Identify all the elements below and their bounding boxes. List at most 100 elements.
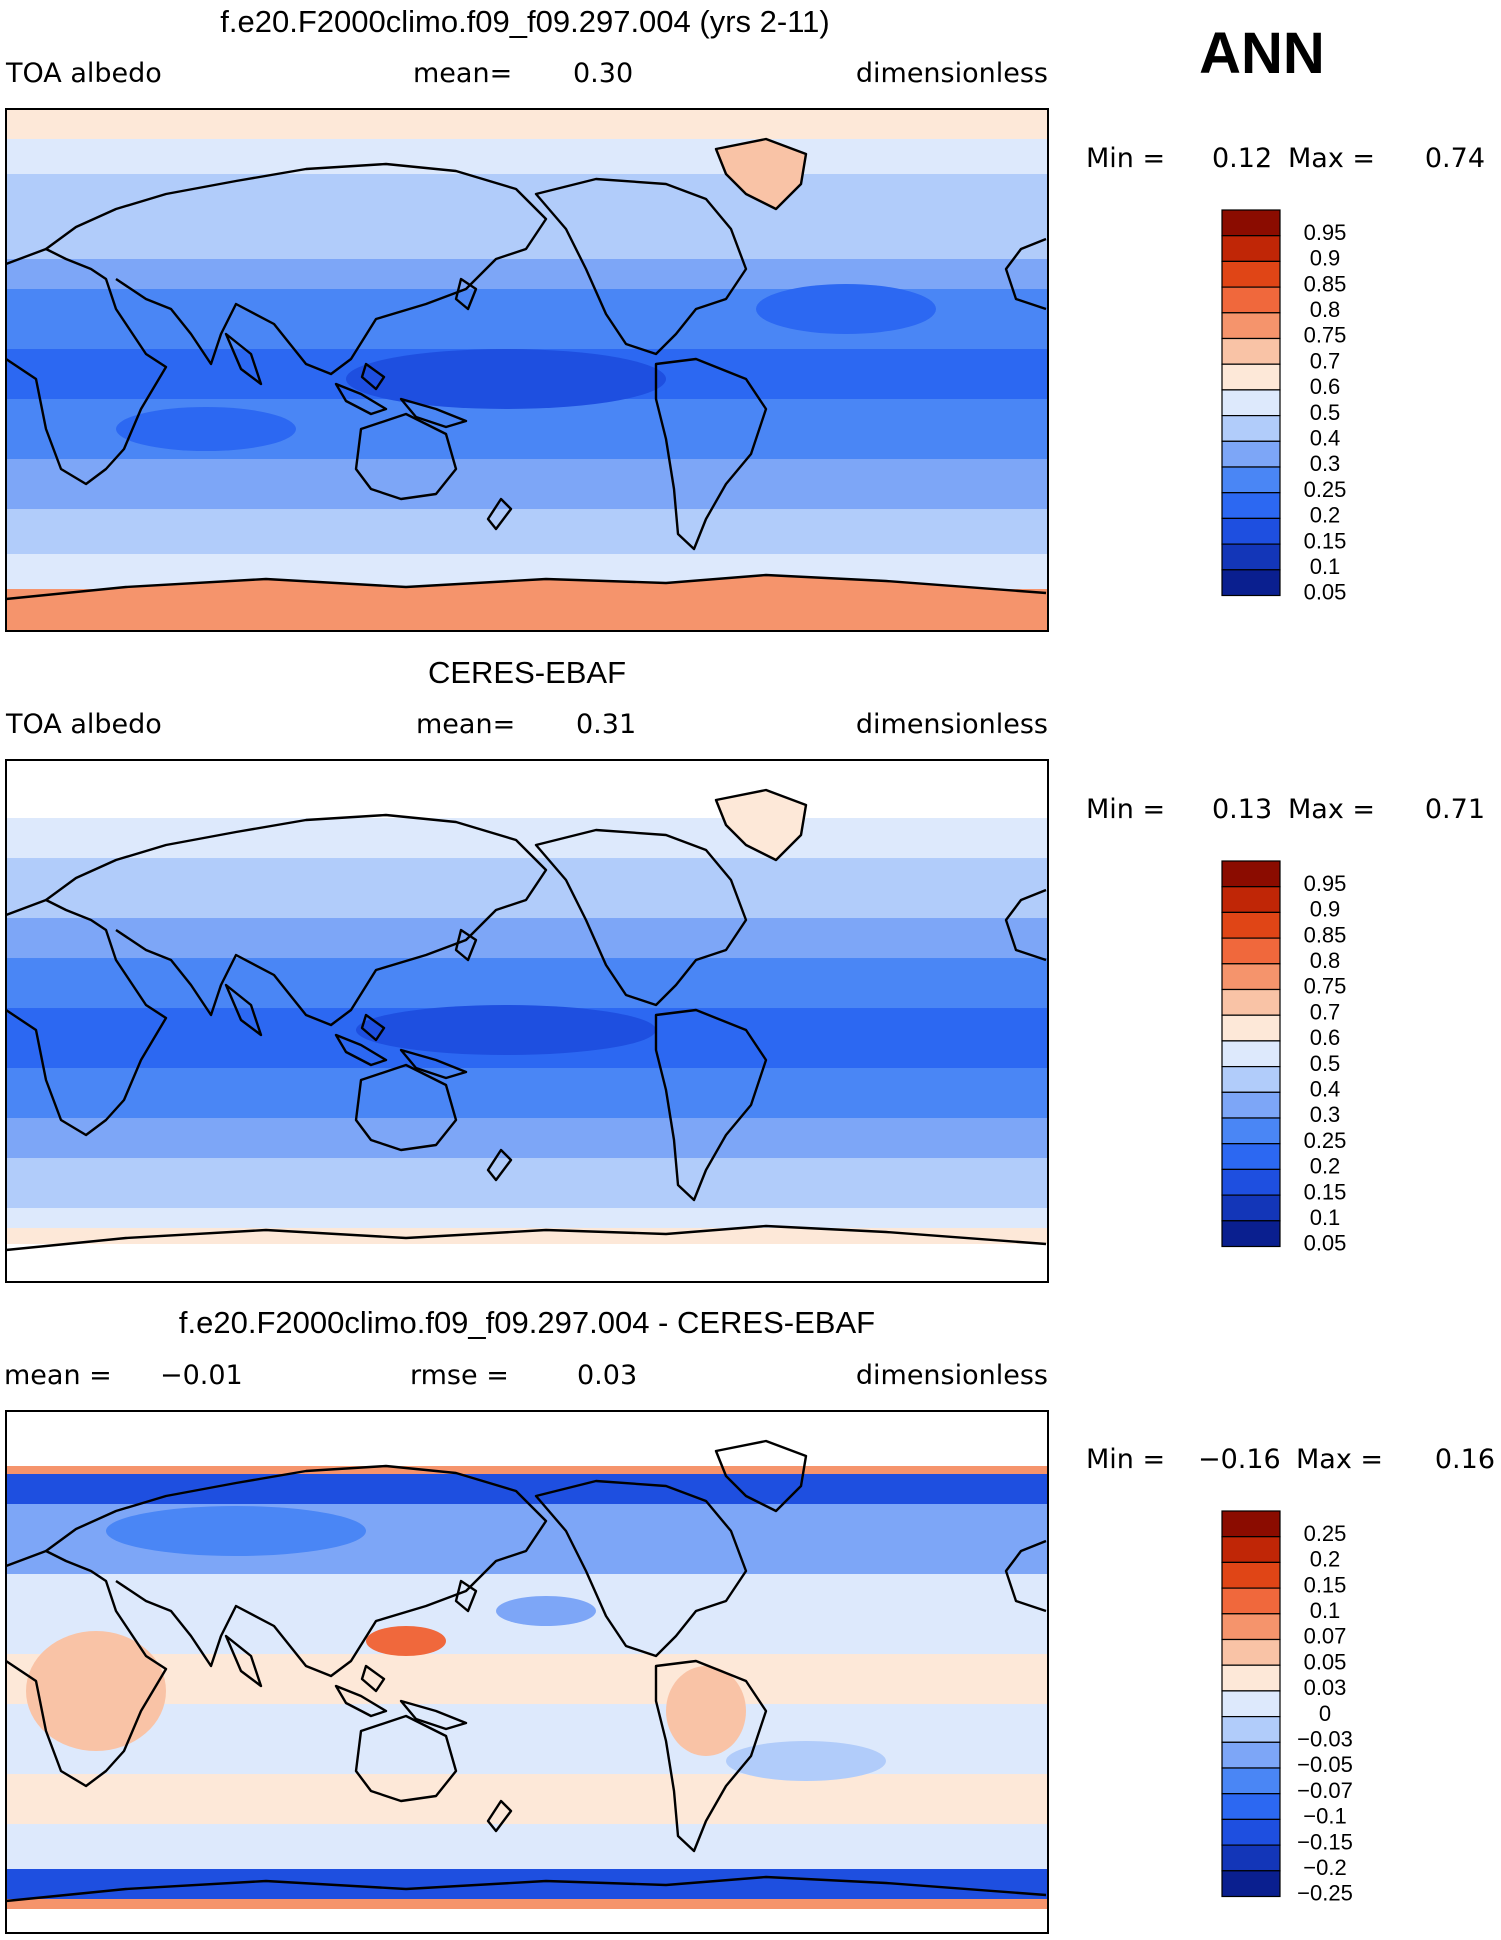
colorbar-tick-label: 0.9 <box>1310 246 1341 271</box>
stats-observations: Min = 0.13 Max = 0.71 <box>1086 794 1485 825</box>
rmse-value: 0.03 <box>577 1360 637 1391</box>
mean-label: mean = <box>4 1360 112 1391</box>
colorbar-swatch <box>1221 466 1281 494</box>
colorbar-tick-label: −0.05 <box>1297 1752 1353 1777</box>
colorbar-tick-label: 0.8 <box>1310 948 1341 973</box>
stats-model: Min = 0.12 Max = 0.74 <box>1086 143 1485 174</box>
colorbar-tick-label: 0.1 <box>1310 554 1341 579</box>
colorbar-swatch <box>1221 1870 1281 1898</box>
colorbar-swatch <box>1221 209 1281 237</box>
colorbar-swatch <box>1221 860 1281 888</box>
colorbar-tick-label: 0.8 <box>1310 297 1341 322</box>
colorbar-tick-label: 0.05 <box>1304 580 1347 605</box>
colorbar-swatch <box>1221 1014 1281 1042</box>
units-label: dimensionless <box>856 709 1048 740</box>
panel-model: f.e20.F2000climo.f09_f09.297.004 (yrs 2-… <box>4 4 1049 632</box>
world-map <box>4 1410 1049 1934</box>
colorbar-tick-label: 0.85 <box>1304 271 1347 296</box>
colorbar-tick-label: 0.7 <box>1310 348 1341 373</box>
colorbar-difference: 0.250.20.150.10.070.050.030−0.03−0.05−0.… <box>1221 1510 1353 1906</box>
season-label: ANN <box>1199 21 1325 86</box>
max-value: 0.16 <box>1435 1444 1495 1475</box>
colorbar-tick-label: 0.2 <box>1310 503 1341 528</box>
colorbar-tick-label: −0.07 <box>1297 1778 1353 1803</box>
min-label: Min = <box>1086 1444 1165 1475</box>
colorbar-swatch <box>1221 440 1281 468</box>
panel-title: f.e20.F2000climo.f09_f09.297.004 - CERES… <box>179 1305 875 1340</box>
colorbar-tick-label: −0.15 <box>1297 1829 1353 1854</box>
variable-label: TOA albedo <box>5 709 162 740</box>
colorbar-tick-label: 0.05 <box>1304 1649 1347 1674</box>
colorbar-swatch <box>1221 1220 1281 1248</box>
colorbar-swatch <box>1221 1638 1281 1666</box>
colorbar-swatch <box>1221 886 1281 914</box>
max-value: 0.71 <box>1425 794 1485 825</box>
colorbar-swatch <box>1221 1091 1281 1119</box>
colorbar-swatch <box>1221 1587 1281 1615</box>
colorbar-tick-label: 0.25 <box>1304 1521 1347 1546</box>
colorbar-tick-label: 0.2 <box>1310 1547 1341 1572</box>
mean-label: mean= <box>413 58 512 89</box>
colorbar-tick-label: 0.15 <box>1304 1179 1347 1204</box>
colorbar-swatch <box>1221 389 1281 417</box>
max-label: Max = <box>1296 1444 1383 1475</box>
colorbar-swatch <box>1221 1613 1281 1641</box>
mean-label: mean= <box>416 709 515 740</box>
colorbar-tick-label: 0.25 <box>1304 1128 1347 1153</box>
colorbar-swatch <box>1221 911 1281 939</box>
colorbar-tick-label: 0.03 <box>1304 1675 1347 1700</box>
colorbar-tick-label: 0.9 <box>1310 897 1341 922</box>
colorbar-tick-label: 0.3 <box>1310 1102 1341 1127</box>
colorbar-swatch <box>1221 1168 1281 1196</box>
colorbar-observations: 0.950.90.850.80.750.70.60.50.40.30.250.2… <box>1221 860 1347 1256</box>
min-label: Min = <box>1086 794 1165 825</box>
colorbar-swatch <box>1221 517 1281 545</box>
colorbar-swatch <box>1221 988 1281 1016</box>
colorbar-swatch <box>1221 415 1281 442</box>
colorbar-tick-label: 0.4 <box>1310 1076 1341 1101</box>
colorbar-swatch <box>1221 543 1281 571</box>
mean-value: 0.31 <box>576 709 636 740</box>
colorbar-tick-label: 0.15 <box>1304 1572 1347 1597</box>
colorbar-swatch <box>1221 363 1281 391</box>
panel-title: CERES-EBAF <box>428 655 626 690</box>
max-label: Max = <box>1288 143 1375 174</box>
colorbar-swatch <box>1221 312 1281 340</box>
colorbar-swatch <box>1221 1194 1281 1222</box>
colorbar-tick-label: −0.25 <box>1297 1881 1353 1906</box>
colorbar-tick-label: 0.1 <box>1310 1205 1341 1230</box>
colorbar-tick-label: −0.03 <box>1297 1726 1353 1751</box>
colorbar-swatch <box>1221 286 1281 314</box>
colorbar-swatch <box>1221 1818 1281 1846</box>
colorbar-tick-label: 0.7 <box>1310 999 1341 1024</box>
colorbar-swatch <box>1221 1844 1281 1872</box>
colorbar-tick-label: 0.1 <box>1310 1598 1341 1623</box>
variable-label: TOA albedo <box>5 58 162 89</box>
colorbar-swatch <box>1221 1510 1281 1538</box>
colorbar-tick-label: 0.85 <box>1304 922 1347 947</box>
mean-value: 0.30 <box>573 58 633 89</box>
colorbar-swatch <box>1221 963 1281 991</box>
max-label: Max = <box>1288 794 1375 825</box>
max-value: 0.74 <box>1425 143 1485 174</box>
colorbar-swatch <box>1221 1040 1281 1068</box>
colorbar-tick-label: 0.07 <box>1304 1624 1347 1649</box>
mean-value: −0.01 <box>160 1360 243 1391</box>
colorbar-swatch <box>1221 569 1281 597</box>
colorbar-swatch <box>1221 937 1281 965</box>
colorbar-swatch <box>1221 1561 1281 1589</box>
colorbar-swatch <box>1221 1536 1281 1563</box>
colorbar-swatch <box>1221 492 1281 520</box>
colorbar-tick-label: −0.2 <box>1303 1855 1346 1880</box>
colorbar-tick-label: 0.15 <box>1304 528 1347 553</box>
colorbar-tick-label: 0.95 <box>1304 220 1347 245</box>
colorbar-swatch <box>1221 1767 1281 1795</box>
colorbar-tick-label: 0.4 <box>1310 425 1341 450</box>
rmse-label: rmse = <box>410 1360 509 1391</box>
units-label: dimensionless <box>856 1360 1048 1391</box>
min-value: 0.13 <box>1212 794 1272 825</box>
colorbar-tick-label: 0.05 <box>1304 1231 1347 1256</box>
colorbar-swatch <box>1221 1741 1281 1769</box>
panel-title: f.e20.F2000climo.f09_f09.297.004 (yrs 2-… <box>220 4 829 39</box>
panel-difference: f.e20.F2000climo.f09_f09.297.004 - CERES… <box>4 1305 1049 1934</box>
